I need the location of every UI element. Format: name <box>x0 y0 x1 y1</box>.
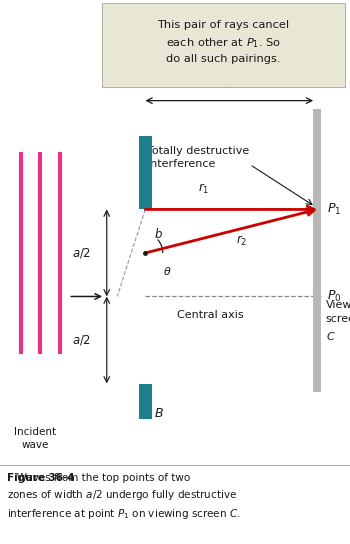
Bar <box>139 384 152 419</box>
Text: $P_1$: $P_1$ <box>327 202 341 217</box>
Bar <box>139 136 152 209</box>
Text: $a/2$: $a/2$ <box>72 333 91 347</box>
Text: $B$: $B$ <box>154 407 164 420</box>
Text: Figure 36-4: Figure 36-4 <box>7 473 75 483</box>
FancyBboxPatch shape <box>102 3 345 87</box>
Text: Waves from the top points of two
zones of width $a$/2 undergo fully destructive
: Waves from the top points of two zones o… <box>7 473 241 521</box>
Text: This pair of rays cancel
each other at $P_1$. So
do all such pairings.: This pair of rays cancel each other at $… <box>157 20 289 64</box>
Text: $r_1$: $r_1$ <box>197 182 209 196</box>
Text: $D$: $D$ <box>224 78 235 91</box>
Text: $a/2$: $a/2$ <box>72 246 91 260</box>
Text: $r_2$: $r_2$ <box>237 234 248 248</box>
Text: Viewing
screen
$C$: Viewing screen $C$ <box>326 300 350 342</box>
Text: Central axis: Central axis <box>177 310 243 320</box>
Text: Incident
wave: Incident wave <box>14 427 56 450</box>
Text: Totally destructive
interference: Totally destructive interference <box>147 146 249 169</box>
Text: $b$: $b$ <box>154 227 163 241</box>
Text: $P_0$: $P_0$ <box>327 289 342 304</box>
Bar <box>313 109 321 392</box>
Text: $\theta$: $\theta$ <box>163 265 172 277</box>
